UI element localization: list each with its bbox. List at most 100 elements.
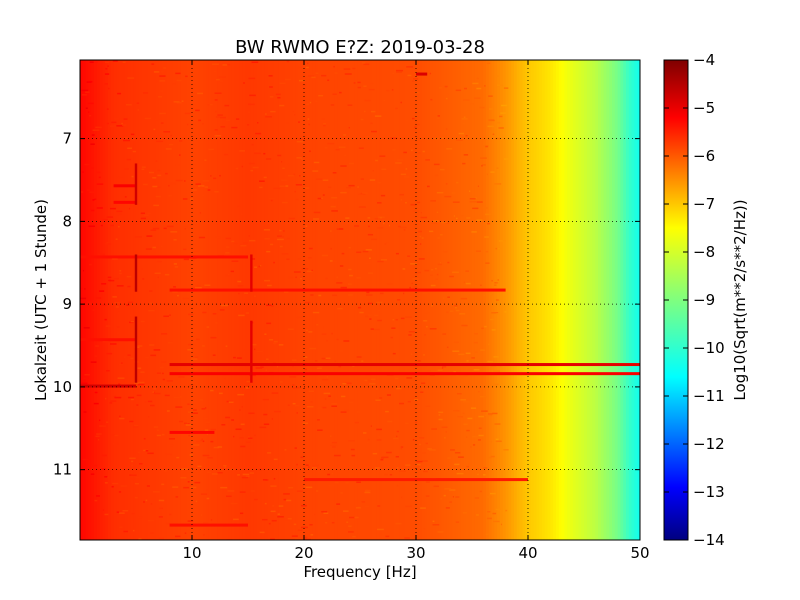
heatmap-noise bbox=[344, 154, 347, 157]
heatmap-noise bbox=[238, 292, 240, 295]
heatmap-noise bbox=[296, 463, 298, 466]
heatmap-column bbox=[382, 60, 386, 540]
heatmap-noise bbox=[472, 435, 479, 438]
heatmap-noise bbox=[240, 423, 245, 426]
heatmap-noise bbox=[308, 348, 310, 350]
heatmap-noise bbox=[130, 133, 135, 136]
heatmap-noise bbox=[151, 63, 154, 65]
heatmap-noise bbox=[269, 339, 274, 341]
heatmap-noise bbox=[496, 282, 499, 284]
heatmap-noise bbox=[321, 118, 325, 120]
heatmap-noise bbox=[459, 229, 462, 232]
heatmap-noise bbox=[134, 236, 142, 238]
heatmap-column bbox=[418, 60, 423, 540]
heatmap-noise bbox=[425, 159, 430, 161]
heatmap-noise bbox=[106, 369, 110, 372]
heatmap-noise bbox=[183, 248, 187, 251]
heatmap-noise bbox=[425, 481, 430, 483]
heatmap-noise bbox=[485, 533, 489, 535]
heatmap-noise bbox=[145, 356, 150, 359]
heatmap-noise bbox=[269, 86, 273, 88]
heatmap-noise bbox=[195, 183, 201, 185]
heatmap-noise bbox=[117, 92, 122, 95]
heatmap-noise bbox=[252, 258, 256, 260]
heatmap-column bbox=[172, 60, 176, 540]
horizontal-band bbox=[169, 288, 506, 292]
heatmap-noise bbox=[258, 265, 261, 268]
heatmap-noise bbox=[109, 125, 117, 127]
heatmap-noise bbox=[214, 135, 222, 137]
heatmap-noise bbox=[490, 492, 496, 495]
heatmap-noise bbox=[321, 510, 328, 513]
y-tick-label: 9 bbox=[62, 295, 72, 313]
x-tick-label: 10 bbox=[182, 544, 201, 562]
heatmap-noise bbox=[117, 225, 120, 228]
heatmap-noise bbox=[385, 535, 390, 538]
heatmap-noise bbox=[446, 346, 449, 349]
heatmap-noise bbox=[332, 172, 337, 174]
heatmap-noise bbox=[87, 189, 91, 191]
heatmap-noise bbox=[489, 108, 494, 110]
heatmap-noise bbox=[407, 255, 411, 257]
heatmap-noise bbox=[322, 194, 325, 196]
heatmap-noise bbox=[147, 212, 152, 215]
heatmap-noise bbox=[85, 107, 88, 109]
heatmap-noise bbox=[339, 265, 344, 267]
heatmap-noise bbox=[81, 94, 88, 96]
heatmap-noise bbox=[168, 438, 175, 440]
heatmap-noise bbox=[331, 472, 333, 475]
heatmap-column bbox=[348, 60, 353, 540]
heatmap-column bbox=[402, 60, 406, 540]
heatmap-noise bbox=[430, 274, 433, 276]
heatmap-noise bbox=[80, 287, 83, 290]
heatmap-noise bbox=[270, 110, 276, 113]
heatmap-noise bbox=[248, 235, 250, 237]
heatmap-noise bbox=[223, 465, 227, 467]
heatmap-noise bbox=[149, 302, 153, 305]
heatmap-noise bbox=[379, 397, 383, 399]
heatmap-noise bbox=[169, 182, 176, 185]
heatmap-noise bbox=[195, 109, 200, 112]
heatmap-noise bbox=[152, 246, 156, 249]
heatmap-column bbox=[169, 60, 173, 540]
heatmap-column bbox=[586, 60, 591, 540]
heatmap-noise bbox=[195, 500, 198, 503]
heatmap-noise bbox=[309, 347, 317, 350]
heatmap-noise bbox=[297, 121, 300, 123]
heatmap-noise bbox=[375, 388, 378, 390]
heatmap-noise bbox=[174, 266, 179, 268]
heatmap-noise bbox=[144, 117, 152, 120]
heatmap-noise bbox=[414, 126, 417, 128]
heatmap-noise bbox=[365, 262, 372, 265]
heatmap-noise bbox=[81, 171, 84, 173]
heatmap-noise bbox=[198, 236, 206, 239]
heatmap-noise bbox=[135, 476, 141, 479]
heatmap-noise bbox=[315, 72, 319, 75]
heatmap-noise bbox=[404, 201, 407, 204]
heatmap-noise bbox=[318, 365, 324, 368]
heatmap-noise bbox=[392, 318, 395, 321]
heatmap-noise bbox=[99, 290, 105, 292]
heatmap-column bbox=[634, 60, 638, 540]
heatmap-noise bbox=[462, 162, 466, 165]
heatmap-column bbox=[609, 60, 613, 540]
heatmap-noise bbox=[225, 345, 228, 347]
heatmap-noise bbox=[470, 103, 474, 105]
heatmap-noise bbox=[431, 305, 433, 307]
heatmap-noise bbox=[370, 122, 373, 125]
heatmap-noise bbox=[427, 185, 430, 188]
heatmap-column bbox=[130, 60, 134, 540]
heatmap-noise bbox=[473, 341, 478, 344]
heatmap-noise bbox=[420, 452, 426, 454]
heatmap-noise bbox=[347, 104, 353, 106]
heatmap-noise bbox=[113, 277, 119, 280]
heatmap-noise bbox=[199, 185, 205, 187]
heatmap-noise bbox=[114, 434, 119, 437]
heatmap-noise bbox=[435, 278, 439, 281]
heatmap-noise bbox=[214, 191, 219, 193]
heatmap-noise bbox=[114, 118, 120, 120]
heatmap-noise bbox=[441, 221, 448, 224]
heatmap-noise bbox=[360, 118, 364, 121]
heatmap-noise bbox=[237, 205, 241, 208]
heatmap-noise bbox=[153, 426, 159, 428]
